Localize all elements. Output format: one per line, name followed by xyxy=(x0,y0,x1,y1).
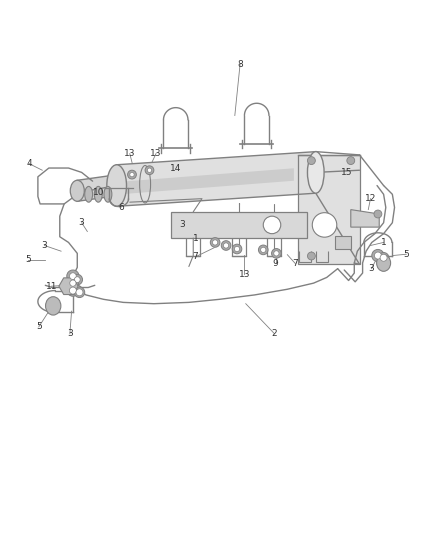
Circle shape xyxy=(69,273,76,279)
Circle shape xyxy=(263,216,280,233)
Text: 11: 11 xyxy=(46,282,57,290)
Circle shape xyxy=(271,248,281,258)
Circle shape xyxy=(74,277,80,282)
Ellipse shape xyxy=(70,180,84,201)
Circle shape xyxy=(234,246,239,252)
Text: 5: 5 xyxy=(36,322,42,332)
Polygon shape xyxy=(125,168,293,194)
Text: 12: 12 xyxy=(364,194,375,203)
Ellipse shape xyxy=(85,187,92,202)
Text: 13: 13 xyxy=(124,149,135,158)
Circle shape xyxy=(67,270,79,282)
Circle shape xyxy=(232,244,241,254)
Circle shape xyxy=(223,243,228,248)
Text: 13: 13 xyxy=(238,270,250,279)
Circle shape xyxy=(260,247,265,253)
Text: 3: 3 xyxy=(179,221,185,229)
Circle shape xyxy=(371,249,383,262)
Circle shape xyxy=(127,170,136,179)
Text: 3: 3 xyxy=(67,329,73,338)
Text: 15: 15 xyxy=(340,168,351,177)
Text: 5: 5 xyxy=(25,255,31,264)
Circle shape xyxy=(307,157,314,165)
Circle shape xyxy=(67,285,78,296)
Polygon shape xyxy=(297,155,359,264)
Text: 3: 3 xyxy=(78,218,85,227)
Text: 5: 5 xyxy=(403,250,408,259)
Polygon shape xyxy=(77,175,114,201)
Circle shape xyxy=(70,280,76,286)
Text: 4: 4 xyxy=(26,159,32,168)
Ellipse shape xyxy=(104,187,112,202)
Circle shape xyxy=(258,245,268,255)
Circle shape xyxy=(221,241,230,251)
Ellipse shape xyxy=(376,255,390,271)
Circle shape xyxy=(130,172,134,177)
Circle shape xyxy=(373,210,381,218)
Text: 7: 7 xyxy=(292,259,297,268)
Text: 6: 6 xyxy=(118,203,124,212)
Circle shape xyxy=(69,287,76,294)
Text: 1: 1 xyxy=(380,238,385,247)
Text: 1: 1 xyxy=(192,233,198,243)
Polygon shape xyxy=(59,278,78,295)
Ellipse shape xyxy=(307,151,323,193)
Circle shape xyxy=(273,251,279,256)
Circle shape xyxy=(311,213,336,237)
Text: 7: 7 xyxy=(192,252,198,261)
Ellipse shape xyxy=(46,297,61,315)
Circle shape xyxy=(346,157,354,165)
Polygon shape xyxy=(350,209,378,227)
Circle shape xyxy=(307,252,314,260)
Circle shape xyxy=(145,166,153,175)
Circle shape xyxy=(72,274,82,285)
Circle shape xyxy=(67,278,78,289)
Text: 9: 9 xyxy=(272,259,278,268)
Polygon shape xyxy=(117,151,315,206)
Text: 2: 2 xyxy=(271,329,276,338)
Polygon shape xyxy=(171,212,306,238)
Text: 3: 3 xyxy=(367,264,373,273)
Circle shape xyxy=(374,252,381,259)
Circle shape xyxy=(147,168,151,172)
Circle shape xyxy=(379,254,386,261)
Circle shape xyxy=(212,240,217,245)
Circle shape xyxy=(76,289,83,296)
Circle shape xyxy=(210,238,219,247)
Text: 3: 3 xyxy=(42,241,47,250)
Circle shape xyxy=(378,253,388,263)
Ellipse shape xyxy=(94,187,102,202)
Text: 10: 10 xyxy=(93,188,105,197)
Polygon shape xyxy=(335,236,350,249)
Text: 14: 14 xyxy=(170,164,181,173)
Ellipse shape xyxy=(106,165,126,206)
Text: 8: 8 xyxy=(237,60,242,69)
Text: 13: 13 xyxy=(150,149,162,158)
Circle shape xyxy=(74,287,85,297)
